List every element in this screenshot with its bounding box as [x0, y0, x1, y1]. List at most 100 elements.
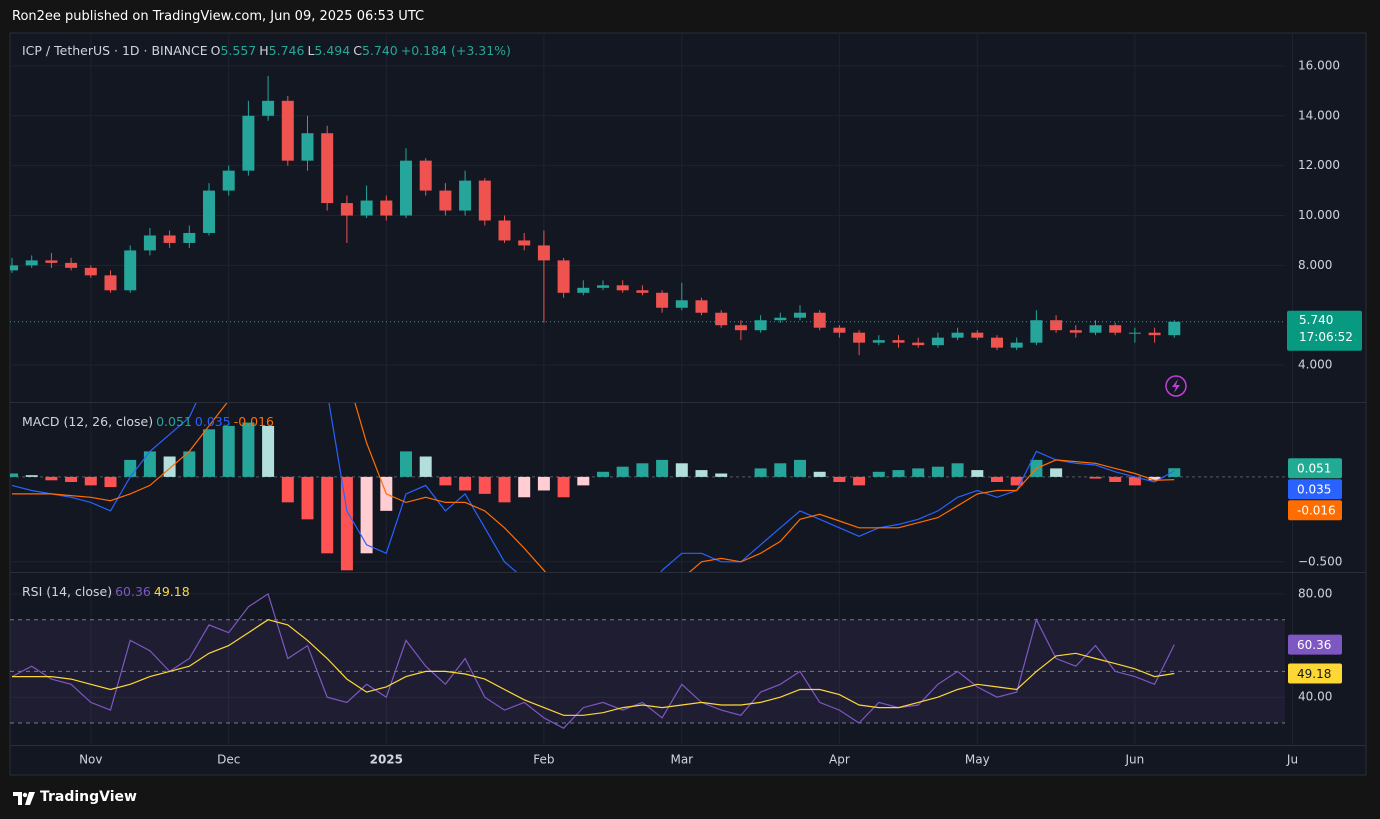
legend-value: 49.18 — [153, 584, 190, 599]
y-tick-label: 40.00 — [1298, 690, 1332, 704]
candle-body — [912, 342, 925, 346]
histogram-bar — [1148, 476, 1161, 481]
histogram-bar — [360, 476, 373, 554]
histogram-bar — [833, 476, 846, 482]
ohlc-value: 5.740 — [361, 43, 398, 58]
candle-body — [794, 312, 806, 318]
histogram-bar — [459, 476, 472, 491]
symbol-title: ICP / TetherUS · 1D · BINANCE — [22, 43, 208, 58]
candle-body — [143, 235, 156, 251]
candle-body — [222, 170, 235, 191]
histogram-bar — [65, 476, 78, 482]
histogram-bar — [754, 468, 767, 477]
histogram-bar — [1010, 476, 1023, 486]
legend-value: -0.016 — [233, 414, 274, 429]
candle-body — [203, 190, 215, 233]
y-tick-label: 4.000 — [1298, 358, 1332, 372]
x-tick-label: 2025 — [370, 753, 403, 767]
histogram-bar — [971, 470, 984, 477]
price-tag — [1288, 479, 1342, 500]
candle-body — [734, 325, 747, 331]
candle-body — [10, 265, 18, 271]
histogram-bar — [262, 425, 275, 477]
candle-body — [557, 260, 570, 293]
candle-body — [597, 285, 609, 288]
indicator-title: MACD (12, 26, close) — [22, 414, 154, 429]
candle-body — [853, 332, 866, 343]
candle-body — [321, 133, 334, 204]
candle-body — [636, 290, 649, 293]
candle-body — [301, 133, 314, 161]
candle-body — [1010, 342, 1023, 348]
price-tag-label: -0.016 — [1297, 504, 1336, 518]
histogram-bar — [143, 451, 156, 477]
price-tag — [1288, 458, 1342, 479]
candle-body — [163, 235, 176, 243]
candle-body — [45, 260, 58, 263]
candle-body — [991, 337, 1003, 348]
histogram-bar — [537, 476, 550, 491]
histogram-bar — [10, 473, 18, 477]
candle-body — [754, 320, 767, 331]
histogram-bar — [84, 476, 97, 486]
candle-body — [1089, 325, 1102, 333]
histogram-bar — [203, 429, 215, 477]
histogram-bar — [616, 466, 629, 477]
grid — [10, 34, 1293, 745]
chart-panel — [9, 32, 1367, 776]
histogram-bar — [577, 476, 590, 486]
candle-body — [833, 327, 846, 333]
alert-icon — [1165, 375, 1187, 397]
candle-body — [124, 250, 137, 291]
histogram-bar — [45, 476, 58, 481]
candle-body — [419, 160, 432, 191]
countdown: 17:06:52 — [1299, 330, 1353, 344]
histogram-bar — [25, 475, 38, 477]
macd-line — [11, 403, 1175, 572]
change: +0.184 (+3.31%) — [400, 43, 511, 58]
candle-body — [1148, 332, 1161, 336]
candle-body — [892, 340, 905, 343]
price-tag-label: 49.18 — [1297, 667, 1331, 681]
last-price-label: 5.740 — [1299, 313, 1333, 327]
histogram-bar — [242, 422, 255, 477]
candle-body — [675, 300, 688, 308]
histogram-bar — [439, 476, 452, 486]
y-tick-label: 10.000 — [1298, 208, 1340, 222]
histogram-bar — [222, 425, 235, 477]
ohlc-key: L — [307, 43, 315, 58]
histogram-bar — [163, 456, 176, 477]
candle-body — [439, 190, 452, 211]
marks — [10, 75, 1285, 729]
histogram-bar — [1050, 468, 1063, 477]
histogram-bar — [872, 471, 885, 477]
y-tick-label: 12.000 — [1298, 158, 1340, 172]
histogram-bar — [183, 451, 196, 477]
legend-value: 60.36 — [115, 584, 151, 599]
y-tick-label: 14.000 — [1298, 108, 1340, 122]
candle-body — [1030, 320, 1043, 343]
x-tick-label: May — [965, 753, 990, 767]
macd-line — [12, 403, 1175, 572]
macd-legend: MACD (12, 26, close) 0.051 0.035 -0.016 — [22, 414, 277, 429]
x-tick-label: Ju — [1286, 753, 1298, 767]
x-tick-label: Jun — [1125, 753, 1145, 767]
brand: TradingView — [40, 789, 137, 805]
candle-body — [281, 100, 294, 161]
ohlc-key: H — [259, 43, 269, 58]
histogram-bar — [340, 476, 353, 571]
candle-body — [242, 115, 255, 171]
histogram-bar — [518, 476, 531, 498]
histogram-bar — [557, 476, 570, 498]
candle-body — [971, 332, 984, 338]
candle-body — [400, 160, 412, 216]
candle-body — [872, 340, 885, 343]
price-tag-label: 0.035 — [1297, 483, 1331, 497]
x-tick-label: Nov — [79, 753, 102, 767]
x-tick-label: Feb — [533, 753, 554, 767]
histogram-bar — [774, 463, 787, 477]
candle-body — [183, 232, 196, 243]
histogram-bar — [931, 466, 944, 477]
histogram-bar — [419, 456, 432, 477]
